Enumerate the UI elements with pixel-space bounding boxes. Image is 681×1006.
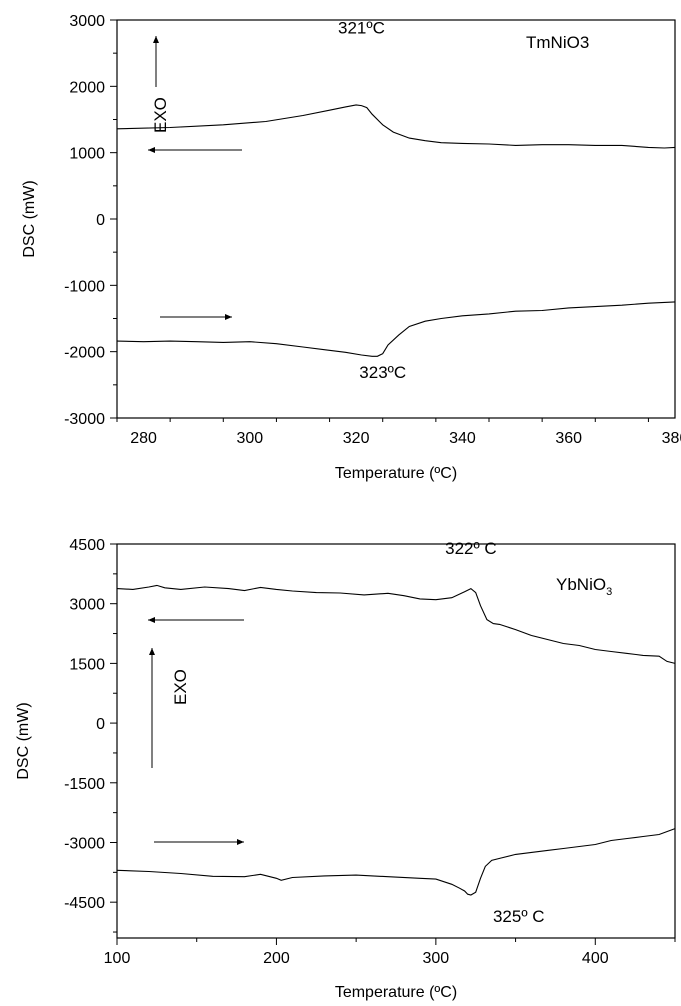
x-tick-label: 300 <box>423 950 450 967</box>
exo-label: EXO <box>171 669 190 705</box>
y-tick-label: 3000 <box>69 597 105 614</box>
heating-curve <box>117 829 675 895</box>
sample-label-main: YbNiO <box>556 575 606 594</box>
cooling-curve <box>117 585 675 663</box>
chart-1: 280 300 320 340 360 380 -3000 -2000 -1000 0 1000 20… <box>21 13 681 482</box>
x-tick-label: 380 <box>662 430 681 447</box>
peak-annotation: 322º C <box>445 539 497 558</box>
y-tick-label: -4500 <box>64 895 105 912</box>
y-axis-label: DSC (mW) <box>15 702 32 779</box>
y-tick-label: 2000 <box>69 79 105 96</box>
y-tick-label: -1000 <box>64 278 105 295</box>
x-tick-label: 300 <box>237 430 264 447</box>
x-tick-label: 360 <box>555 430 582 447</box>
plot-frame <box>117 20 675 418</box>
y-tick-label: -3000 <box>64 411 105 428</box>
y-tick-label: 3000 <box>69 13 105 30</box>
chart-2: 100 200 300 400 -4500 -3000 -1500 0 1500 3000 4500… <box>15 537 675 1001</box>
heating-arrow-head <box>225 314 232 320</box>
y-tick-label: 0 <box>96 716 105 733</box>
x-axis-label: Temperature (ºC) <box>335 465 457 482</box>
sample-label-subscript: 3 <box>606 586 612 598</box>
sample-label-tmnio3: TmNiO3 <box>526 33 589 52</box>
cooling-curve <box>117 105 675 148</box>
x-tick-label: 100 <box>104 950 131 967</box>
x-tick-label: 200 <box>263 950 290 967</box>
exo-arrow-head <box>149 648 155 655</box>
x-tick-label: 400 <box>582 950 609 967</box>
y-tick-label: -3000 <box>64 835 105 852</box>
plot-frame <box>117 544 675 938</box>
y-tick-label: 1000 <box>69 146 105 163</box>
heating-arrow-head <box>237 839 244 845</box>
exo-label: EXO <box>151 97 170 133</box>
y-tick-label: 1500 <box>69 656 105 673</box>
x-tick-label: 340 <box>449 430 476 447</box>
peak-annotation: 325º C <box>493 907 545 926</box>
y-tick-label: -1500 <box>64 776 105 793</box>
exo-arrow-head <box>153 36 159 43</box>
sample-label-ybnio3: YbNiO3 <box>556 575 612 598</box>
y-tick-label: -2000 <box>64 345 105 362</box>
y-tick-label: 0 <box>96 212 105 229</box>
x-tick-label: 320 <box>343 430 370 447</box>
y-axis-label: DSC (mW) <box>21 180 38 257</box>
x-tick-label: 280 <box>130 430 157 447</box>
heating-curve <box>117 302 675 356</box>
y-tick-label: 4500 <box>69 537 105 554</box>
x-axis-label: Temperature (ºC) <box>335 984 457 1001</box>
peak-annotation: 323ºC <box>359 363 406 382</box>
cooling-arrow-head <box>148 617 155 623</box>
cooling-arrow-head <box>148 147 155 153</box>
peak-annotation: 321ºC <box>338 18 385 37</box>
